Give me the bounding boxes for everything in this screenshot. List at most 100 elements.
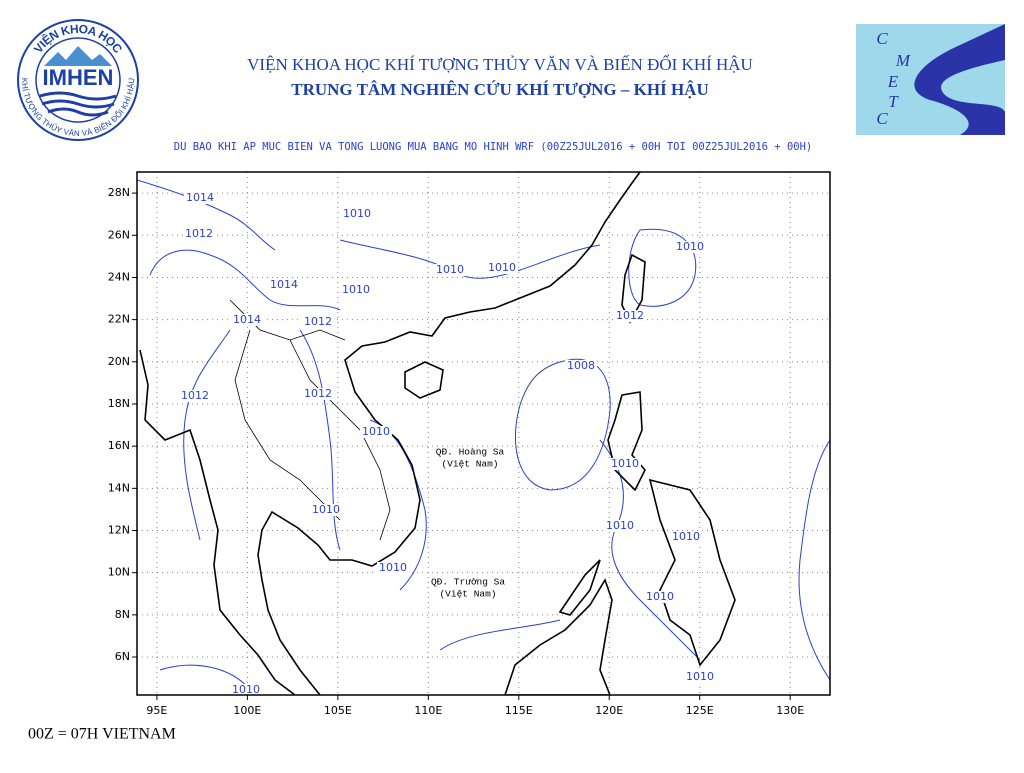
island [558, 559, 601, 616]
contour-label: 1010 [606, 519, 634, 532]
contour-label: 1014 [270, 278, 298, 291]
cmetc-letter: M [895, 51, 911, 70]
contour-label-bg [179, 390, 211, 402]
coastline [257, 172, 641, 695]
map-frame [136, 171, 831, 696]
contour-label: 1010 [646, 590, 674, 603]
x-tick-label: 105E [324, 704, 352, 717]
contour-label-bg [310, 504, 342, 516]
y-tick-label: 6N [115, 650, 130, 663]
island [648, 478, 736, 667]
contour [339, 239, 601, 279]
contour-label-bg [644, 591, 676, 603]
center-title: TRUNG TÂM NGHIÊN CỨU KHÍ TƯỢNG – KHÍ HẬU [291, 80, 708, 99]
island [404, 361, 444, 399]
cmetc-letter: T [888, 92, 899, 111]
y-tick-label: 16N [108, 439, 130, 452]
institute-title: VIỆN KHOA HỌC KHÍ TƯỢNG THỦY VĂN VÀ BIẾN… [247, 54, 753, 74]
contour-label-bg [434, 264, 466, 276]
island [607, 391, 646, 492]
contour-label: 1010 [436, 263, 464, 276]
contour-label: 1012 [304, 387, 332, 400]
contour-label-bg [684, 671, 716, 683]
contour-label: 1008 [567, 359, 595, 372]
contour-label-bg [614, 310, 646, 322]
y-tick-label: 22N [108, 313, 130, 326]
x-tick-label: 95E [146, 704, 167, 717]
contour-label: 1010 [362, 425, 390, 438]
contour-label: 1010 [488, 261, 516, 274]
cmetc-letter: E [887, 72, 899, 91]
contour [299, 329, 341, 551]
imhen-name: IMHEN [43, 65, 114, 90]
y-tick-label: 12N [108, 524, 130, 537]
contour-label: 1012 [185, 227, 213, 240]
x-tick-label: 125E [686, 704, 714, 717]
y-tick-label: 28N [108, 186, 130, 199]
contour-label-bg [604, 520, 636, 532]
contour-label-bg [341, 208, 373, 220]
contour-label-bg [609, 458, 641, 470]
place-name: QĐ. Hoàng Sa [436, 447, 505, 458]
contour-label: 1010 [686, 670, 714, 683]
contour-label-bg [230, 684, 262, 695]
contour-label-bg [184, 192, 216, 204]
contour-label-bg [183, 228, 215, 240]
contour [798, 439, 830, 681]
x-tick-label: 115E [505, 704, 533, 717]
place-name: QĐ. Trường Sa [431, 577, 505, 588]
imhen-logo: VIỆN KHOA HỌC IMHEN KHÍ TƯỢNG THỦY VĂN V… [17, 19, 139, 141]
contour-label-bg [268, 279, 300, 291]
contour-label-bg [670, 531, 702, 543]
contour-label-bg [377, 562, 409, 574]
place-note: (Việt Nam) [441, 459, 498, 470]
island [504, 578, 613, 695]
y-tick-label: 10N [108, 566, 130, 579]
x-tick-label: 120E [595, 704, 623, 717]
y-tick-label: 20N [108, 355, 130, 368]
contour-label-bg [565, 360, 597, 372]
contour [137, 179, 341, 311]
contour-label-bg [340, 284, 372, 296]
contour [599, 439, 701, 661]
contour-label-bg [486, 262, 518, 274]
contour-label: 1010 [342, 283, 370, 296]
contour [183, 329, 231, 541]
map-title: DU BAO KHI AP MUC BIEN VA TONG LUONG MUA… [174, 141, 812, 153]
contour-label: 1010 [343, 207, 371, 220]
contour [159, 619, 561, 691]
cmetc-letter: C [876, 109, 888, 128]
contour-label: 1010 [312, 503, 340, 516]
contour-label: 1010 [672, 530, 700, 543]
contour-label-bg [360, 426, 392, 438]
contour-label: 1012 [304, 315, 332, 328]
contour-label-bg [302, 388, 334, 400]
x-tick-label: 130E [776, 704, 804, 717]
contour [628, 228, 697, 307]
contour-label: 1012 [181, 389, 209, 402]
contour-label: 1012 [616, 309, 644, 322]
contour-label: 1010 [676, 240, 704, 253]
contour-label: 1014 [233, 313, 261, 326]
contour-label: 1014 [186, 191, 214, 204]
contour-label: 1010 [611, 457, 639, 470]
footer: 00Z = 07H VIETNAM [28, 726, 176, 743]
map-area: 1014 1012 1010 1010 1010 1010 1014 1010 1014 1012… [137, 172, 830, 696]
contour-label-bg [231, 314, 263, 326]
place-note: (Việt Nam) [439, 589, 496, 600]
y-tick-label: 24N [108, 270, 130, 283]
contour-label: 1010 [379, 561, 407, 574]
cmetc-letter: C [876, 29, 888, 48]
coastline [139, 349, 296, 695]
y-tick-label: 8N [115, 608, 130, 621]
y-tick-label: 14N [108, 481, 130, 494]
contour-label: 1010 [232, 683, 260, 696]
x-tick-label: 110E [414, 704, 442, 717]
y-tick-label: 18N [108, 397, 130, 410]
contour [514, 358, 611, 491]
y-tick-label: 26N [108, 228, 130, 241]
x-tick-label: 100E [233, 704, 261, 717]
contour-label-bg [674, 241, 706, 253]
contour-label-bg [302, 316, 334, 328]
